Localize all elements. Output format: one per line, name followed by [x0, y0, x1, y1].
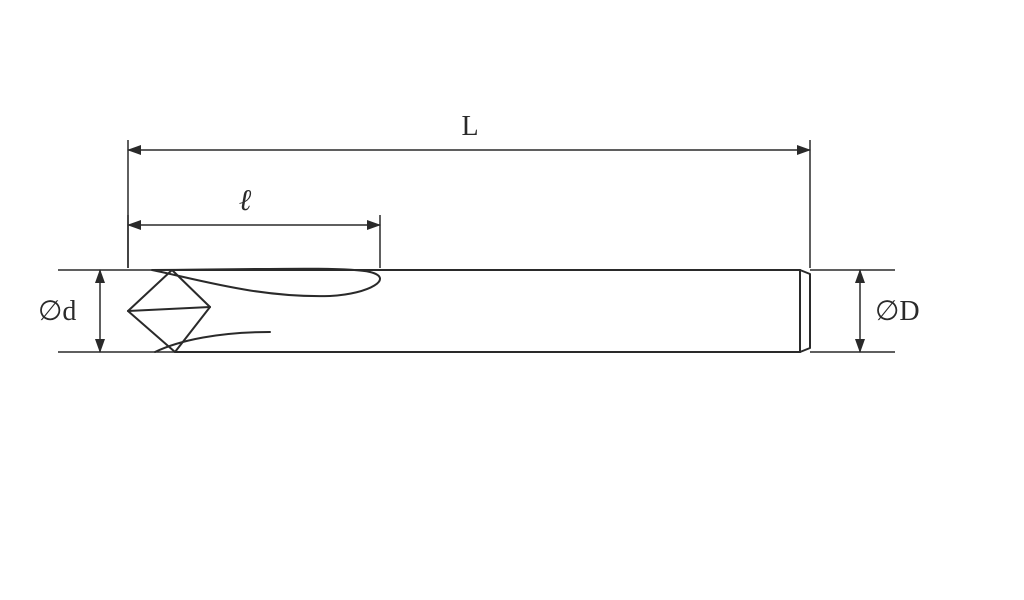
- label-overall-length-L: L: [461, 111, 478, 142]
- dimension-lines-group: [58, 140, 895, 352]
- label-flute-length-l: ℓ: [239, 184, 252, 217]
- drill-dimension-diagram: Lℓ ∅d ∅D: [0, 0, 1024, 600]
- label-diameter-d: ∅d: [38, 296, 76, 327]
- label-diameter-D: ∅D: [875, 296, 920, 327]
- dimension-labels-group: Lℓ ∅d ∅D: [38, 111, 920, 327]
- tool-outline-group: [128, 269, 810, 352]
